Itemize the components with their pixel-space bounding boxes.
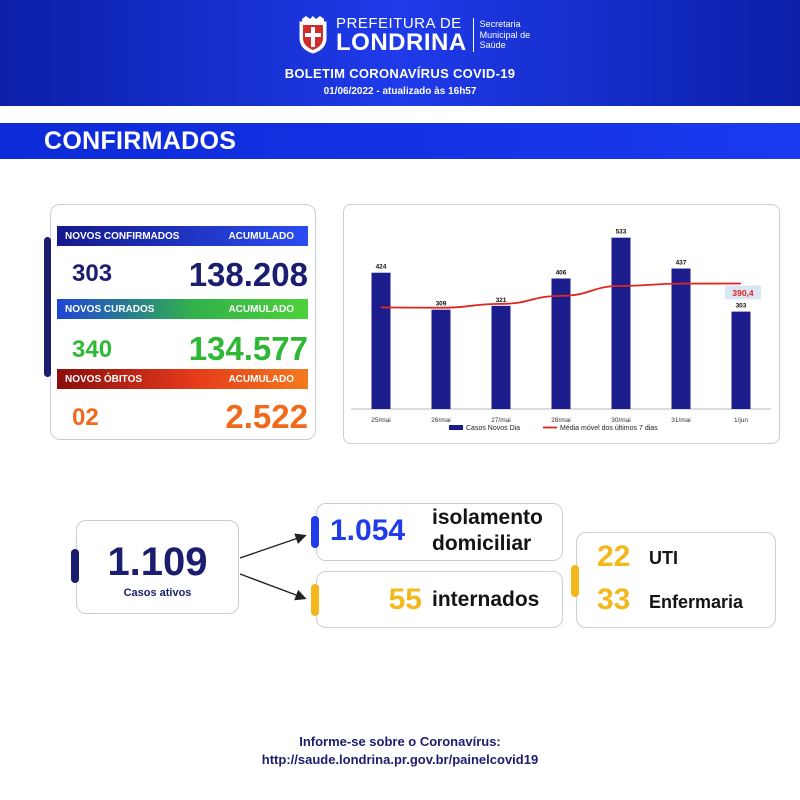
active-cases-label: Casos ativos: [123, 587, 192, 599]
logo-subtitle: Secretaria Municipal de Saúde: [479, 19, 531, 51]
legend-bar-label: Casos Novos Dia: [466, 425, 520, 432]
logo-divider: [472, 18, 474, 52]
recovered-header-bar: NOVOS CURADOS ACUMULADO: [57, 299, 308, 319]
hospital-value: 55: [388, 583, 422, 616]
moving-average-label-bg: [725, 285, 761, 300]
confirmed-total-value: 138.208: [188, 256, 308, 293]
icu-value: 22: [597, 540, 631, 573]
icu-label: UTI: [649, 548, 678, 568]
branch-arrows: [239, 533, 307, 601]
recovered-new-value: 340: [72, 336, 113, 363]
crest-icon: [299, 16, 327, 54]
hospital-accent-bar: [311, 584, 319, 616]
ward-label: Enfermaria: [649, 592, 744, 612]
bar-6: [731, 311, 751, 409]
legend-line-label: Média móvel dos últimos 7 dias: [560, 425, 658, 432]
isolation-accent-bar: [311, 516, 319, 548]
active-accent-bar: [71, 549, 79, 583]
deaths-label: NOVOS ÓBITOS: [65, 373, 143, 385]
bar-label-0: 424: [376, 264, 387, 271]
deaths-header-bar: NOVOS ÓBITOS ACUMULADO: [57, 369, 308, 389]
bar-4: [611, 237, 631, 409]
stats-accent-bar: [44, 237, 51, 377]
bar-label-5: 437: [676, 260, 687, 267]
care-accent-bar: [571, 565, 579, 597]
x-tick-label-5: 31/mai: [671, 417, 691, 424]
arrow-to-isolation: [239, 533, 307, 559]
isolation-card: [316, 503, 563, 561]
ward-value: 33: [597, 583, 631, 616]
moving-average-line: [380, 282, 742, 309]
recovered-total-value: 134.577: [188, 330, 308, 367]
x-tick-label-3: 28/mai: [551, 417, 571, 424]
bulletin-title: BOLETIM CORONAVÍRUS COVID-19: [284, 66, 516, 81]
footer-link[interactable]: http://saude.londrina.pr.gov.br/painelco…: [261, 752, 539, 767]
active-cases-value: 1.109: [107, 540, 208, 584]
bar-label-6: 303: [736, 303, 747, 310]
confirmed-header-bar: NOVOS CONFIRMADOS ACUMULADO: [57, 226, 308, 246]
recovered-acc-label: ACUMULADO: [228, 303, 294, 315]
footer-info-text: Informe-se sobre o Coronavírus:: [299, 734, 501, 749]
bulletin-date: 01/06/2022 - atualizado às 16h57: [323, 86, 477, 97]
arrow-to-hospital: [239, 573, 307, 601]
active-cases-card: [76, 520, 239, 614]
bar-2: [491, 305, 511, 409]
deaths-total-value: 2.522: [225, 398, 308, 435]
bar-label-2: 321: [496, 297, 507, 304]
hospital-card: [316, 571, 563, 628]
confirmed-new-value: 303: [72, 260, 113, 287]
recovered-label: NOVOS CURADOS: [65, 303, 155, 315]
header-banner: PREFEITURA DE LONDRINA Secretaria Munici…: [0, 0, 800, 106]
deaths-new-value: 02: [72, 404, 99, 431]
care-breakdown-card: [576, 532, 776, 628]
x-tick-label-4: 30/mai: [611, 417, 631, 424]
x-tick-label-0: 25/mai: [371, 417, 391, 424]
isolation-value: 1.054: [330, 514, 406, 547]
isolation-label-line2: domiciliar: [432, 532, 532, 556]
bar-label-1: 309: [436, 301, 447, 308]
section-band: CONFIRMADOS: [0, 123, 800, 159]
bar-5: [671, 268, 691, 409]
section-title: CONFIRMADOS: [44, 127, 237, 155]
logo-top-text: PREFEITURA DE: [336, 14, 462, 32]
x-tick-label-6: 1/jun: [734, 417, 748, 424]
deaths-acc-label: ACUMULADO: [228, 373, 294, 385]
x-tick-label-1: 26/mai: [431, 417, 451, 424]
bar-label-4: 533: [616, 229, 627, 236]
isolation-label: isolamento domiciliar: [432, 505, 543, 558]
confirmed-label: NOVOS CONFIRMADOS: [65, 230, 180, 242]
legend-bar-swatch: [449, 425, 463, 430]
isolation-label-line1: isolamento: [432, 506, 543, 529]
prefeitura-logo: PREFEITURA DE LONDRINA Secretaria Munici…: [296, 14, 540, 56]
logo-main-text: LONDRINA: [336, 28, 467, 56]
bar-label-3: 406: [556, 270, 567, 277]
confirmed-acc-label: ACUMULADO: [228, 230, 294, 242]
cases-chart: 424 25/mai 309 26/mai 321 27/mai 406 28/mai 533 3…: [351, 229, 771, 432]
bar-0: [371, 272, 391, 409]
moving-average-last-label: 390,4: [732, 288, 754, 298]
x-tick-label-2: 27/mai: [491, 417, 511, 424]
bar-3: [551, 278, 571, 409]
bar-1: [431, 309, 451, 409]
hospital-label: internados: [432, 588, 540, 611]
